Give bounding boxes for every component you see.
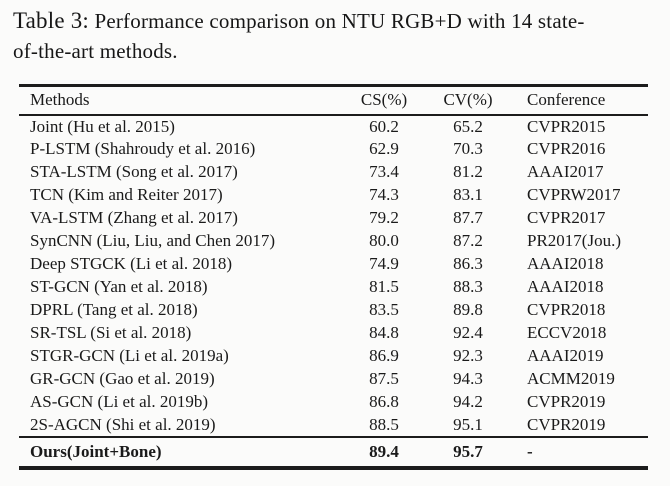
table-row: Deep STGCK (Li et al. 2018) 74.9 86.3 AA… — [19, 253, 648, 276]
method-cell: DPRL (Tang et al. 2018) — [30, 300, 198, 319]
table-row: STGR-GCN (Li et al. 2019a) 86.9 92.3 AAA… — [19, 345, 648, 368]
cv-cell: 92.4 — [453, 323, 483, 342]
method-cell: Deep STGCK (Li et al. 2018) — [30, 254, 233, 273]
method-cell: VA-LSTM (Zhang et al. 2017) — [30, 208, 238, 227]
table-caption: Table 3: Performance comparison on NTU R… — [13, 6, 663, 66]
table-row: DPRL (Tang et al. 2018) 83.5 89.8 CVPR20… — [19, 299, 648, 322]
conference-cell: PR2017(Jou.) — [527, 231, 621, 250]
cs-cell: 74.9 — [369, 254, 399, 273]
cv-cell: 94.2 — [453, 392, 483, 411]
cv-cell: 65.2 — [453, 116, 483, 136]
cs-cell: 83.5 — [369, 300, 399, 319]
conference-cell: CVPRW2017 — [527, 185, 621, 204]
table-row: Joint (Hu et al. 2015) 60.2 65.2 CVPR201… — [19, 115, 648, 138]
caption-line-1: Table 3: Performance comparison on NTU R… — [13, 6, 663, 36]
ours-row: Ours(Joint+Bone) 89.4 95.7 - — [19, 435, 648, 468]
conference-cell: CVPR2019 — [527, 392, 606, 411]
cv-cell: 81.2 — [453, 162, 483, 181]
method-cell: P-LSTM (Shahroudy et al. 2016) — [30, 139, 256, 158]
cs-cell: 80.0 — [369, 231, 399, 250]
method-cell: STA-LSTM (Song et al. 2017) — [30, 162, 238, 181]
method-cell: TCN (Kim and Reiter 2017) — [30, 185, 223, 204]
table-row: SR-TSL (Si et al. 2018) 84.8 92.4 ECCV20… — [19, 322, 648, 345]
table-header: Methods CS(%) CV(%) Conference — [19, 85, 648, 116]
conference-cell: CVPR2019 — [527, 414, 606, 434]
cs-cell: 87.5 — [369, 369, 399, 388]
header-cs: CS(%) — [349, 85, 419, 116]
cs-cell: 81.5 — [369, 277, 399, 296]
conference-cell: CVPR2016 — [527, 139, 606, 158]
results-table: Methods CS(%) CV(%) Conference Joint (Hu… — [19, 84, 648, 470]
table-footer: Ours(Joint+Bone) 89.4 95.7 - — [19, 435, 648, 468]
cv-cell: 70.3 — [453, 139, 483, 158]
caption-label: Table 3: — [13, 8, 89, 33]
conference-cell: ECCV2018 — [527, 323, 607, 342]
conference-cell: AAAI2018 — [527, 277, 604, 296]
conference-cell: AAAI2017 — [527, 162, 604, 181]
cs-cell: 86.8 — [369, 392, 399, 411]
ours-cv-cell: 95.7 — [419, 435, 517, 468]
ours-conference-cell: - — [517, 435, 648, 468]
conference-cell: ACMM2019 — [527, 369, 615, 388]
header-methods: Methods — [19, 85, 349, 116]
table-row: VA-LSTM (Zhang et al. 2017) 79.2 87.7 CV… — [19, 207, 648, 230]
cs-cell: 86.9 — [369, 346, 399, 365]
table-row: P-LSTM (Shahroudy et al. 2016) 62.9 70.3… — [19, 138, 648, 161]
method-cell: GR-GCN (Gao et al. 2019) — [30, 369, 215, 388]
header-conference: Conference — [517, 85, 648, 116]
cv-cell: 95.1 — [453, 414, 483, 434]
method-cell: AS-GCN (Li et al. 2019b) — [30, 392, 209, 411]
header-row: Methods CS(%) CV(%) Conference — [19, 85, 648, 116]
cs-cell: 74.3 — [369, 185, 399, 204]
cv-cell: 88.3 — [453, 277, 483, 296]
conference-cell: CVPR2017 — [527, 208, 606, 227]
cs-cell: 79.2 — [369, 208, 399, 227]
ours-method-cell: Ours(Joint+Bone) — [19, 435, 349, 468]
cv-cell: 89.8 — [453, 300, 483, 319]
cv-cell: 87.2 — [453, 231, 483, 250]
cv-cell: 83.1 — [453, 185, 483, 204]
cv-cell: 87.7 — [453, 208, 483, 227]
table-body: Joint (Hu et al. 2015) 60.2 65.2 CVPR201… — [19, 115, 648, 437]
method-cell: 2S-AGCN (Shi et al. 2019) — [30, 414, 216, 434]
ours-cs-cell: 89.4 — [349, 435, 419, 468]
table-row: TCN (Kim and Reiter 2017) 74.3 83.1 CVPR… — [19, 184, 648, 207]
cv-cell: 94.3 — [453, 369, 483, 388]
cs-cell: 60.2 — [369, 116, 399, 136]
table-row: ST-GCN (Yan et al. 2018) 81.5 88.3 AAAI2… — [19, 276, 648, 299]
table-row: SynCNN (Liu, Liu, and Chen 2017) 80.0 87… — [19, 230, 648, 253]
caption-text: Performance comparison on NTU RGB+D with… — [94, 9, 585, 33]
method-cell: SR-TSL (Si et al. 2018) — [30, 323, 192, 342]
method-cell: SynCNN (Liu, Liu, and Chen 2017) — [30, 231, 276, 250]
caption-line-2: of-the-art methods. — [13, 39, 178, 63]
table-row: 2S-AGCN (Shi et al. 2019) 88.5 95.1 CVPR… — [19, 414, 648, 437]
method-cell: Joint (Hu et al. 2015) — [30, 116, 175, 136]
cs-cell: 84.8 — [369, 323, 399, 342]
cs-cell: 62.9 — [369, 139, 399, 158]
header-cv: CV(%) — [419, 85, 517, 116]
method-cell: ST-GCN (Yan et al. 2018) — [30, 277, 208, 296]
conference-cell: AAAI2018 — [527, 254, 604, 273]
conference-cell: CVPR2015 — [527, 116, 606, 136]
table-row: GR-GCN (Gao et al. 2019) 87.5 94.3 ACMM2… — [19, 368, 648, 391]
cv-cell: 92.3 — [453, 346, 483, 365]
cs-cell: 73.4 — [369, 162, 399, 181]
cs-cell: 88.5 — [369, 414, 399, 434]
table-row: AS-GCN (Li et al. 2019b) 86.8 94.2 CVPR2… — [19, 391, 648, 414]
method-cell: STGR-GCN (Li et al. 2019a) — [30, 346, 229, 365]
conference-cell: CVPR2018 — [527, 300, 606, 319]
conference-cell: AAAI2019 — [527, 346, 604, 365]
cv-cell: 86.3 — [453, 254, 483, 273]
table-row: STA-LSTM (Song et al. 2017) 73.4 81.2 AA… — [19, 161, 648, 184]
